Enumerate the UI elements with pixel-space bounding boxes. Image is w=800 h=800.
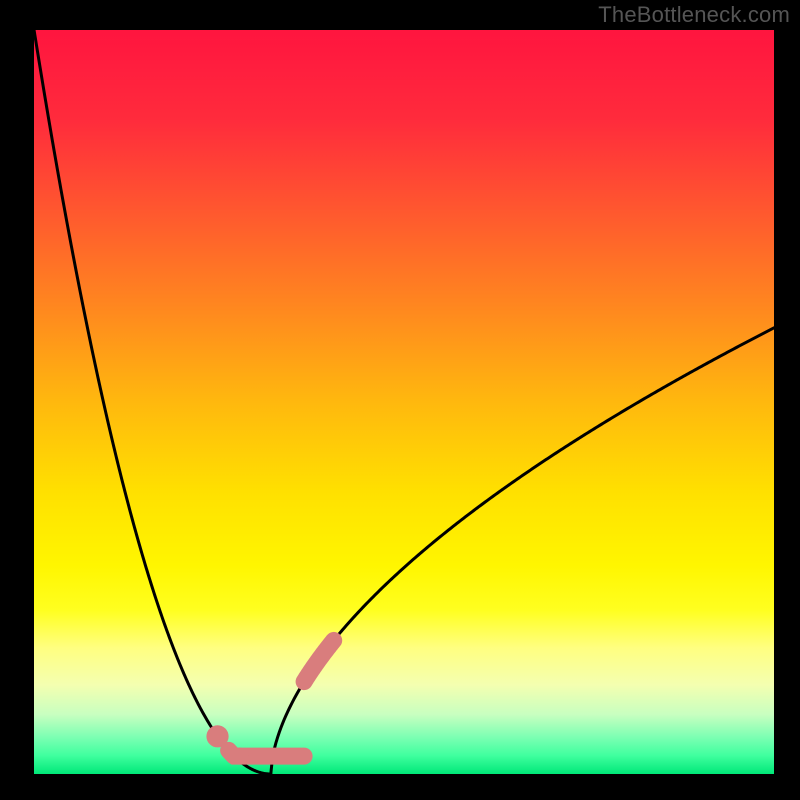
plot-area: [34, 30, 774, 774]
figure-root: TheBottleneck.com: [0, 0, 800, 800]
watermark-text: TheBottleneck.com: [598, 2, 790, 28]
chart-svg: [34, 30, 774, 774]
